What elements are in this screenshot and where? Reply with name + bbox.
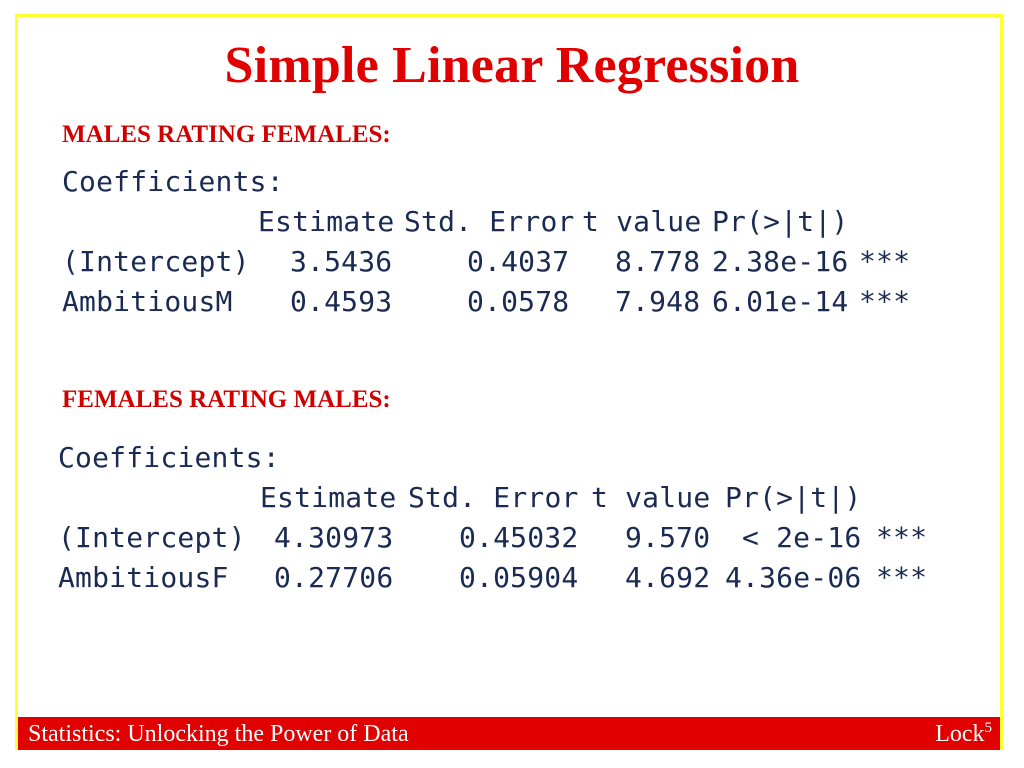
footer-bar: Statistics: Unlocking the Power of Data … xyxy=(18,717,1000,750)
coef-t-value: 8.778 xyxy=(615,245,701,278)
col-header-t-value: t value xyxy=(591,481,711,514)
col-header-std-error: Std. Error xyxy=(404,205,575,238)
coef-significance: *** xyxy=(859,285,911,318)
section-heading-females-rating-males: FEMALES RATING MALES: xyxy=(62,386,391,413)
footer-author-superscript: 5 xyxy=(984,720,993,736)
coef-row: AmbitiousF 0.27706 0.05904 4.692 4.36e-0… xyxy=(58,558,938,598)
coef-term: (Intercept) xyxy=(58,521,246,554)
coef-p-value: 4.36e-06 xyxy=(725,561,862,594)
coefficients-label: Coefficients: xyxy=(62,165,284,198)
slide-title: Simple Linear Regression xyxy=(224,37,800,94)
coef-p-value: 6.01e-14 xyxy=(712,285,849,318)
coefficients-label: Coefficients: xyxy=(58,441,280,474)
col-header-p-value: Pr(>|t|) xyxy=(712,205,849,238)
coef-term: AmbitiousF xyxy=(58,561,229,594)
footer-author: Lock5 xyxy=(935,717,992,751)
coef-p-value: 2.38e-16 xyxy=(712,245,849,278)
coef-header-row: Estimate Std. Error t value Pr(>|t|) xyxy=(62,202,922,242)
coef-std-error: 0.4037 xyxy=(467,245,570,278)
footer-author-name: Lock xyxy=(935,721,985,747)
coef-estimate: 3.5436 xyxy=(290,245,393,278)
coef-row: (Intercept) 4.30973 0.45032 9.570 < 2e-1… xyxy=(58,518,938,558)
slide-frame xyxy=(15,14,1003,750)
footer-course-title: Statistics: Unlocking the Power of Data xyxy=(28,721,409,747)
coef-estimate: 0.27706 xyxy=(274,561,394,594)
coef-term: AmbitiousM xyxy=(62,285,233,318)
col-header-p-value: Pr(>|t|) xyxy=(725,481,862,514)
col-header-std-error: Std. Error xyxy=(408,481,579,514)
coef-header-row: Estimate Std. Error t value Pr(>|t|) xyxy=(58,478,938,518)
section-heading-males-rating-females: MALES RATING FEMALES: xyxy=(62,121,391,148)
coef-std-error: 0.05904 xyxy=(459,561,579,594)
coef-term: (Intercept) xyxy=(62,245,250,278)
col-header-estimate: Estimate xyxy=(260,481,397,514)
coef-row: AmbitiousM 0.4593 0.0578 7.948 6.01e-14 … xyxy=(62,282,922,322)
col-header-t-value: t value xyxy=(582,205,702,238)
coef-t-value: 4.692 xyxy=(625,561,711,594)
coef-significance: *** xyxy=(859,245,911,278)
coef-estimate: 0.4593 xyxy=(290,285,393,318)
coef-t-value: 9.570 xyxy=(625,521,711,554)
coef-significance: *** xyxy=(876,561,928,594)
coef-significance: *** xyxy=(876,521,928,554)
coef-estimate: 4.30973 xyxy=(274,521,394,554)
coef-t-value: 7.948 xyxy=(615,285,701,318)
coef-row: (Intercept) 3.5436 0.4037 8.778 2.38e-16… xyxy=(62,242,922,282)
coef-p-value: < 2e-16 xyxy=(742,521,862,554)
coef-std-error: 0.45032 xyxy=(459,521,579,554)
coef-std-error: 0.0578 xyxy=(467,285,570,318)
col-header-estimate: Estimate xyxy=(258,205,395,238)
